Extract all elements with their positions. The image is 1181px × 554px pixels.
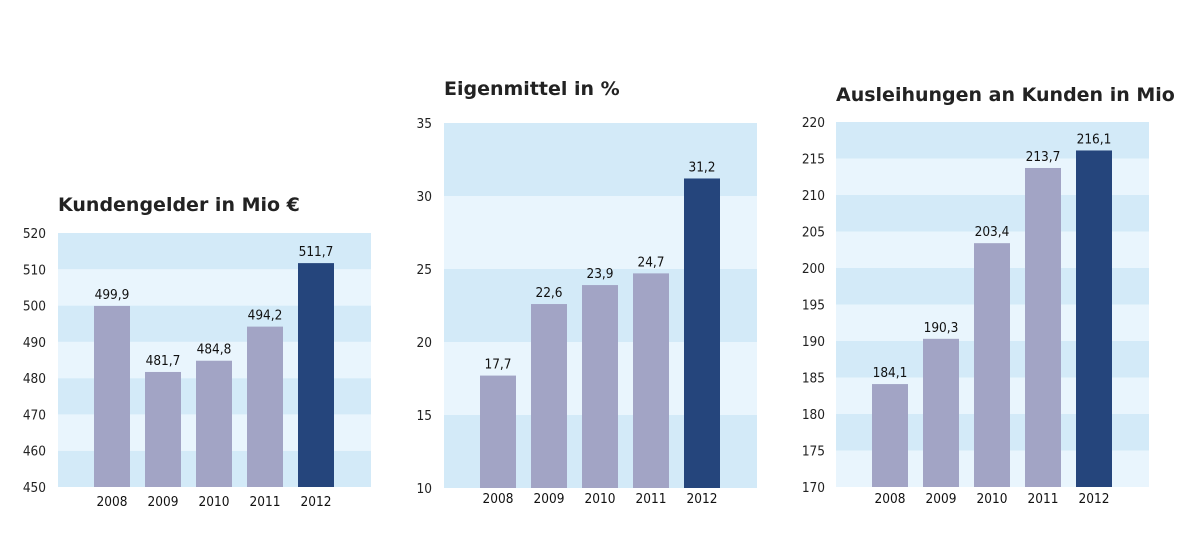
x-tick-label: 2010	[199, 494, 230, 510]
bar-2010	[974, 243, 1010, 487]
y-tick-label: 215	[802, 152, 825, 168]
y-tick-label: 520	[23, 226, 46, 242]
x-tick-label: 2008	[97, 494, 128, 510]
value-label: 24,7	[637, 254, 664, 270]
x-tick-label: 2011	[250, 494, 281, 510]
value-label: 216,1	[1077, 131, 1112, 147]
x-tick-label: 2011	[1028, 491, 1059, 507]
chart-kundengelder: Kundengelder in Mio € 450 460 470 480 490 500 5…	[23, 194, 371, 510]
value-label: 511,7	[299, 244, 334, 260]
chart-eigenmittel: Eigenmittel in % 10 15 20 25 30 35 17,7 2008 22,6…	[417, 78, 757, 507]
x-tick-label: 2009	[534, 491, 565, 507]
value-label: 484,8	[197, 342, 232, 358]
chart-title: Eigenmittel in %	[444, 78, 620, 100]
y-tick-label: 470	[23, 407, 46, 423]
bar-2011	[247, 326, 283, 487]
y-tick-label: 20	[417, 335, 432, 351]
bar-2008	[94, 305, 130, 487]
y-tick-label: 180	[802, 407, 825, 423]
value-label: 190,3	[924, 320, 959, 336]
x-tick-label: 2009	[148, 494, 179, 510]
value-label: 203,4	[975, 224, 1010, 240]
y-tick-label: 195	[802, 298, 825, 314]
chart-title: Kundengelder in Mio €	[58, 194, 300, 216]
y-tick-label: 190	[802, 334, 825, 350]
y-tick-label: 460	[23, 444, 46, 460]
y-tick-label: 490	[23, 335, 46, 351]
value-label: 494,2	[248, 308, 283, 324]
x-tick-label: 2010	[977, 491, 1008, 507]
value-label: 481,7	[146, 353, 181, 369]
bar-2012	[298, 263, 334, 487]
y-tick-label: 25	[417, 262, 432, 278]
y-tick-label: 185	[802, 371, 825, 387]
y-tick-label: 35	[417, 116, 432, 132]
y-tick-label: 205	[802, 225, 825, 241]
x-tick-label: 2008	[483, 491, 514, 507]
value-label: 184,1	[873, 365, 908, 381]
chart-ausleihungen: Ausleihungen an Kunden in Mio € 170 175 180…	[802, 84, 1181, 507]
y-tick-label: 480	[23, 371, 46, 387]
chart-title: Ausleihungen an Kunden in Mio €	[836, 84, 1181, 106]
x-tick-label: 2012	[1079, 491, 1110, 507]
bar-2008	[480, 375, 516, 488]
bar-2012	[1076, 150, 1112, 487]
y-tick-label: 220	[802, 115, 825, 131]
bar-2011	[633, 273, 669, 488]
y-tick-label: 175	[802, 444, 825, 460]
y-tick-label: 15	[417, 408, 432, 424]
x-tick-label: 2009	[926, 491, 957, 507]
y-tick-label: 500	[23, 299, 46, 315]
x-tick-label: 2012	[687, 491, 718, 507]
y-tick-label: 170	[802, 480, 825, 496]
value-label: 499,9	[95, 287, 130, 303]
bar-2010	[196, 360, 232, 487]
y-tick-label: 30	[417, 189, 432, 205]
x-tick-label: 2008	[875, 491, 906, 507]
value-label: 213,7	[1026, 149, 1061, 165]
x-tick-label: 2012	[301, 494, 332, 510]
x-tick-label: 2010	[585, 491, 616, 507]
bar-2009	[531, 304, 567, 488]
bar-2009	[923, 338, 959, 487]
bar-2010	[582, 285, 618, 488]
y-tick-label: 450	[23, 480, 46, 496]
value-label: 22,6	[535, 285, 562, 301]
x-tick-label: 2011	[636, 491, 667, 507]
y-tick-label: 510	[23, 262, 46, 278]
y-tick-label: 200	[802, 261, 825, 277]
value-label: 31,2	[688, 159, 715, 175]
bar-2012	[684, 178, 720, 488]
value-label: 23,9	[586, 266, 613, 282]
value-label: 17,7	[484, 357, 511, 373]
bar-2009	[145, 371, 181, 487]
y-tick-label: 210	[802, 188, 825, 204]
bar-2008	[872, 384, 908, 487]
y-tick-label: 10	[417, 481, 432, 497]
bar-2011	[1025, 167, 1061, 487]
